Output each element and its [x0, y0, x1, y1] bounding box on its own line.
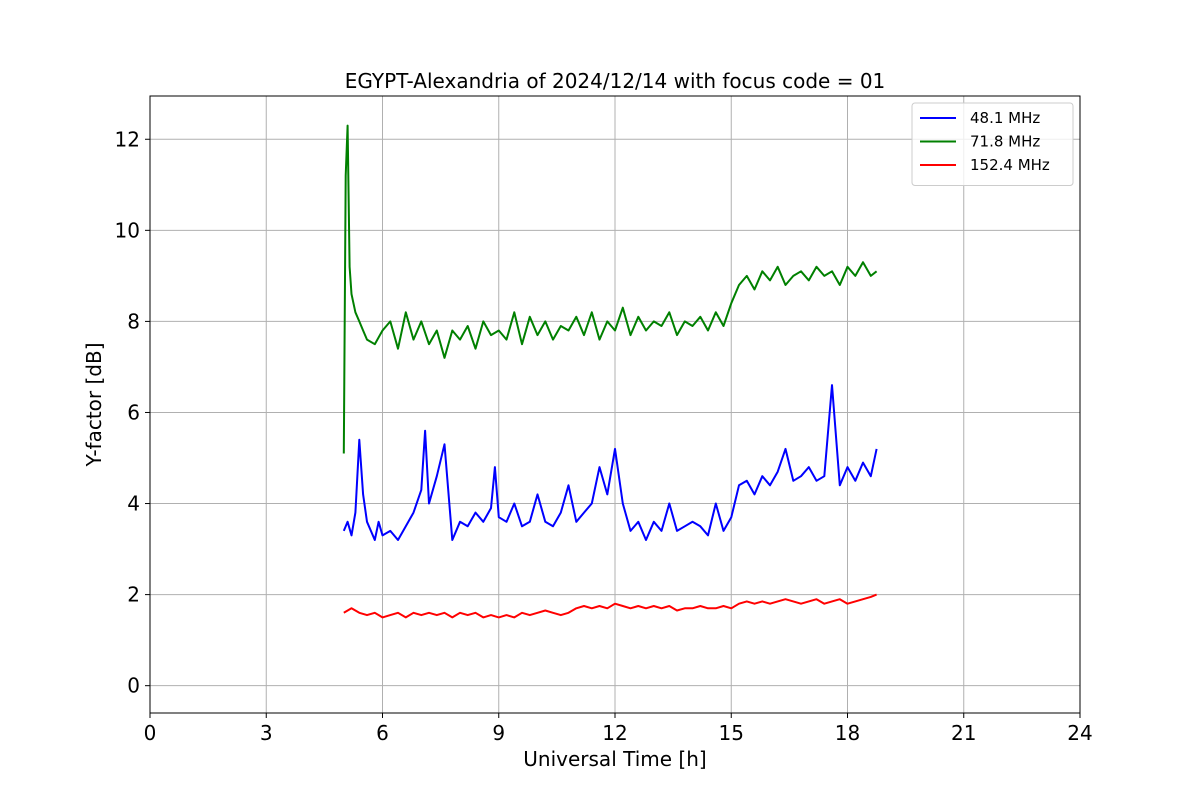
legend: 48.1 MHz 71.8 MHz 152.4 MHz [911, 102, 1074, 186]
y-tick-label: 12 [115, 127, 140, 151]
x-tick-label: 12 [602, 721, 627, 745]
x-tick-label: 0 [144, 721, 157, 745]
x-tick-label: 15 [719, 721, 744, 745]
legend-label: 152.4 MHz [970, 156, 1050, 174]
y-tick-label: 8 [127, 309, 140, 333]
x-tick-label: 21 [951, 721, 976, 745]
x-tick-label: 24 [1067, 721, 1092, 745]
y-tick-label: 4 [127, 492, 140, 516]
y-tick-label: 6 [127, 400, 140, 424]
x-tick-label: 3 [260, 721, 273, 745]
series-line-0 [342, 384, 878, 541]
y-tick-label: 10 [115, 218, 140, 242]
series-line-2 [343, 593, 877, 619]
legend-label: 48.1 MHz [970, 109, 1040, 127]
chart-title: EGYPT-Alexandria of 2024/12/14 with focu… [345, 69, 886, 93]
x-tick-label: 9 [492, 721, 505, 745]
x-axis: 0 3 6 9 12 15 18 21 24 [144, 713, 1093, 745]
legend-label: 71.8 MHz [970, 133, 1040, 151]
series-line-1 [342, 124, 878, 454]
x-tick-label: 6 [376, 721, 389, 745]
y-tick-label: 0 [127, 674, 140, 698]
x-axis-label: Universal Time [h] [523, 747, 706, 771]
y-axis: 0 2 4 6 8 10 12 [115, 127, 150, 698]
series-group [342, 124, 878, 619]
y-axis-label: Y-factor [dB] [82, 342, 106, 467]
x-tick-label: 18 [835, 721, 860, 745]
y-tick-label: 2 [127, 583, 140, 607]
